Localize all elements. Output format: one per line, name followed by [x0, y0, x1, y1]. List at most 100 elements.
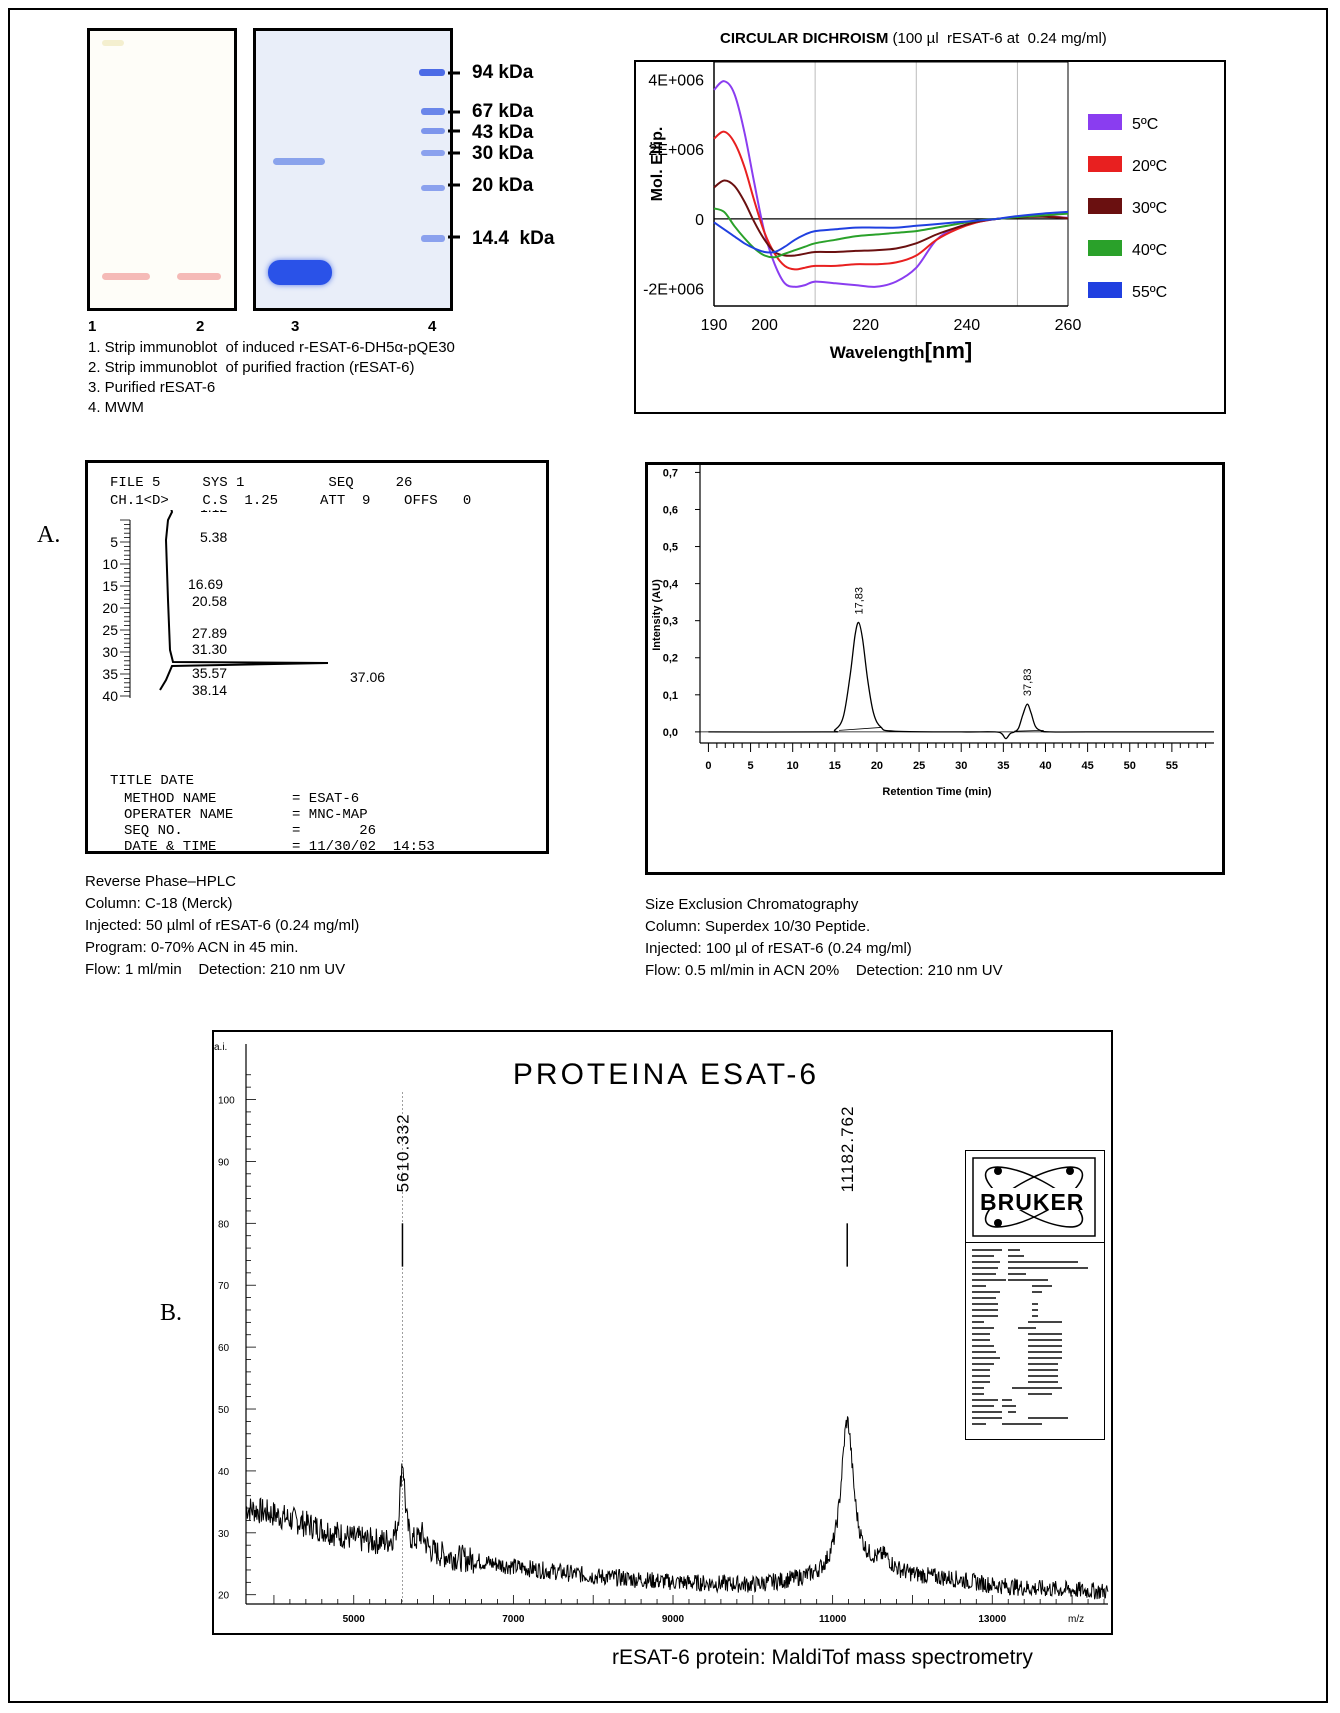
hplc-peak-label-0: 1.12 [200, 510, 227, 515]
mw-marker-30: 30 kDa [472, 143, 534, 164]
marker-band-43 [421, 128, 445, 134]
ms-caption: rESAT-6 protein: MaldiTof mass spectrome… [612, 1646, 1033, 1669]
sec-x-tick-label: 30 [955, 760, 967, 772]
hplc-time-label: 10 [102, 556, 118, 572]
hplc-time-label: 30 [102, 644, 118, 660]
hplc-peak-label-6: 35.57 [192, 665, 227, 681]
ms-y-tick-label: 20 [218, 1591, 230, 1602]
ms-x-axis-label: m/z [1068, 1614, 1084, 1625]
gel-caption-2: 2. Strip immunoblot of purified fraction… [88, 359, 415, 376]
sec-x-tick-label: 40 [1039, 760, 1051, 772]
hplc-peak-label-3: 20.58 [192, 593, 227, 609]
band-lane-3-upper [273, 158, 325, 165]
gel-caption-4: 4. MWM [88, 399, 144, 416]
hplc-caption-5: Flow: 1 ml/min Detection: 210 nm UV [85, 961, 346, 978]
band-lane-1 [102, 273, 150, 280]
hplc-info-key: OPERATER NAME [124, 807, 234, 823]
bruker-parameter-scan [972, 1249, 1088, 1425]
figure-frame [8, 8, 1328, 1703]
ms-y-tick-label: 100 [218, 1096, 235, 1107]
cd-x-tick-label: 190 [701, 317, 728, 334]
panel-label-b: B. [160, 1300, 183, 1326]
cd-y-axis-label: Mol. Ellip. [649, 127, 666, 202]
cd-legend-label-1: 20ºC [1132, 158, 1167, 175]
hplc-header-2: CH.1<D> C.S 1.25 ATT 9 OFFS 0 [110, 493, 472, 509]
hplc-time-label: 5 [110, 534, 118, 550]
band-rESAT-6-main [268, 260, 332, 285]
cd-title-rest: (100 µl rESAT-6 at 0.24 mg/ml) [888, 30, 1107, 47]
bruker-atom-logo [972, 1157, 1096, 1237]
cd-series-line-4 [713, 210, 1069, 254]
sec-x-tick-label: 25 [913, 760, 925, 772]
sec-y-tick-label: 0,3 [663, 616, 678, 628]
marker-band-30 [421, 150, 445, 156]
cd-title-bold: CIRCULAR DICHROISM [720, 30, 889, 47]
hplc-time-label: 40 [102, 688, 118, 704]
sec-caption-1: Size Exclusion Chromatography [645, 896, 859, 913]
sec-caption-2: Column: Superdex 10/30 Peptide. [645, 918, 871, 935]
hplc-panel-frame [85, 460, 549, 854]
ms-y-tick-label: 60 [218, 1343, 230, 1354]
faint-spot [102, 40, 124, 46]
cd-legend-swatch-1 [1088, 156, 1122, 172]
cd-y-tick-label: -2E+006 [643, 282, 704, 299]
ms-x-tick-label: 9000 [662, 1614, 685, 1625]
sec-x-tick-label: 45 [1081, 760, 1093, 772]
marker-band-14 [421, 235, 445, 242]
cd-legend-label-3: 40ºC [1132, 242, 1167, 259]
hplc-caption-2: Column: C-18 (Merck) [85, 895, 233, 912]
hplc-caption-1: Reverse Phase–HPLC [85, 873, 236, 890]
hplc-info-value: = ESAT-6 [292, 791, 360, 807]
sec-panel-frame [645, 462, 1225, 875]
cd-x-axis-label-text: Wavelength [830, 343, 925, 362]
marker-ticks [448, 71, 460, 239]
ms-y-tick-label: 70 [218, 1281, 230, 1292]
sec-y-tick-label: 0,0 [663, 727, 678, 739]
sec-x-tick-label: 35 [997, 760, 1009, 772]
hplc-header-1: FILE 5 SYS 1 SEQ 26 [110, 475, 413, 491]
cd-x-tick-label: 220 [852, 317, 879, 334]
gel-caption-3: 3. Purified rESAT-6 [88, 379, 216, 396]
hplc-info-title: TITLE DATE [110, 773, 195, 789]
bruker-box: BRUKER [965, 1150, 1105, 1440]
cd-x-axis-unit: [nm] [925, 338, 973, 363]
ms-y-tick-label: 80 [218, 1219, 230, 1230]
hplc-info-key: DATE & TIME [124, 839, 217, 855]
sec-x-tick-label: 10 [787, 760, 799, 772]
cd-x-tick-label: 260 [1055, 317, 1082, 334]
hplc-caption-4: Program: 0-70% ACN in 45 min. [85, 939, 299, 956]
sec-y-tick-label: 0,4 [663, 579, 679, 591]
hplc-time-label: 15 [102, 578, 118, 594]
hplc-time-label: 35 [102, 666, 118, 682]
hplc-peak-label-8: 37.06 [350, 669, 385, 685]
sec-x-tick-label: 55 [1166, 760, 1178, 772]
sec-y-axis-label: Intensity (AU) [651, 579, 663, 651]
hplc-time-label: 25 [102, 622, 118, 638]
mw-marker-67: 67 kDa [472, 101, 534, 122]
cd-legend-label-4: 55ºC [1132, 284, 1167, 301]
ms-chart: a.i. 20 30 40 50 60 70 80 90 100 5000 7000 9000 11000… [214, 1042, 1109, 1625]
hplc-peak-label-4: 27.89 [192, 625, 227, 641]
gel-caption-1: 1. Strip immunoblot of induced r-ESAT-6-… [88, 339, 455, 356]
hplc-info-key: METHOD NAME [124, 791, 217, 807]
ms-y-tick-label: 30 [218, 1529, 230, 1540]
lane-number-4: 4 [428, 318, 437, 335]
mw-marker-14: 14.4 kDa [472, 228, 555, 249]
bruker-rule [966, 1242, 1104, 1243]
cd-legend-label-2: 30ºC [1132, 200, 1167, 217]
lane-number-1: 1 [88, 318, 97, 335]
sec-x-axis-label: Retention Time (min) [882, 786, 992, 798]
sec-caption-3: Injected: 100 µl of rESAT-6 (0.24 mg/ml) [645, 940, 912, 957]
panel-label-a: A. [37, 522, 61, 548]
hplc-peak-label-1: 5.38 [200, 529, 227, 545]
cd-legend-swatch-2 [1088, 198, 1122, 214]
cd-legend-label-0: 5ºC [1132, 116, 1158, 133]
sec-y-tick-label: 0,1 [663, 690, 678, 702]
sec-y-tick-label: 0,7 [663, 467, 678, 479]
cd-y-tick-label: 0 [695, 212, 704, 229]
ms-x-tick-label: 5000 [343, 1614, 366, 1625]
gel-strip-lanes-1-2 [87, 28, 237, 311]
hplc-info-key: SEQ NO. [124, 823, 183, 839]
cd-y-tick-label: 2E+006 [648, 142, 704, 159]
ms-x-tick-label: 13000 [978, 1614, 1006, 1625]
